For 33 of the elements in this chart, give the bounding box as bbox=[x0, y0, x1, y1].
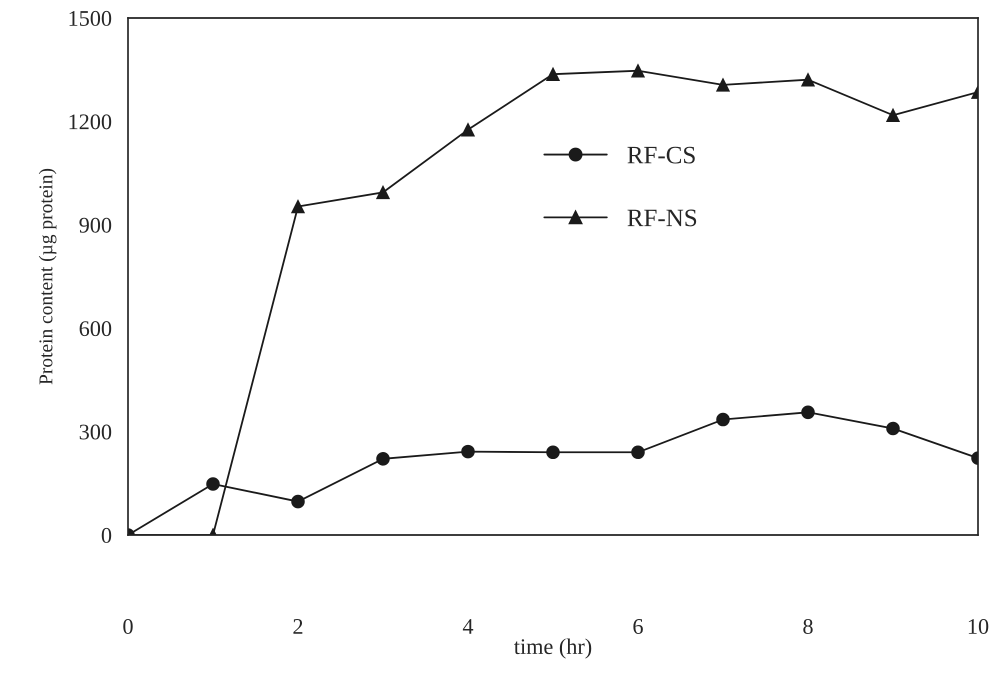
point bbox=[716, 412, 730, 426]
x-axis-title: time (hr) bbox=[514, 638, 592, 659]
y-tick-label: 300 bbox=[80, 424, 112, 440]
y-tick-label: 600 bbox=[80, 321, 112, 336]
y-tick-label: 1500 bbox=[70, 10, 112, 26]
point bbox=[206, 477, 220, 491]
point bbox=[631, 446, 645, 460]
x-tick-label: 0 bbox=[123, 618, 133, 634]
y-tick-label: 1200 bbox=[70, 114, 112, 130]
point bbox=[801, 406, 815, 420]
point bbox=[631, 64, 645, 78]
x-tick-label: 2 bbox=[293, 619, 302, 634]
point bbox=[461, 444, 475, 458]
y-axis-title: Protein content (µg protein) bbox=[38, 168, 56, 384]
x-tick-label: 4 bbox=[462, 619, 474, 634]
legend-label: RF-NS bbox=[628, 210, 696, 226]
point bbox=[376, 452, 390, 466]
y-tick-label: 0 bbox=[102, 528, 112, 543]
point bbox=[291, 200, 305, 214]
point bbox=[886, 422, 900, 436]
point bbox=[461, 122, 475, 136]
point bbox=[376, 186, 390, 200]
x-tick-label: 8 bbox=[803, 618, 813, 634]
point bbox=[716, 78, 730, 92]
point bbox=[546, 67, 560, 81]
legend-label: RF-CS bbox=[628, 146, 695, 164]
y-tick-label: 900 bbox=[79, 218, 112, 233]
x-tick-label: 6 bbox=[633, 619, 643, 634]
point bbox=[546, 446, 560, 460]
point bbox=[801, 72, 815, 86]
point bbox=[291, 494, 305, 508]
x-tick-label: 10 bbox=[968, 618, 988, 634]
point bbox=[886, 108, 900, 122]
